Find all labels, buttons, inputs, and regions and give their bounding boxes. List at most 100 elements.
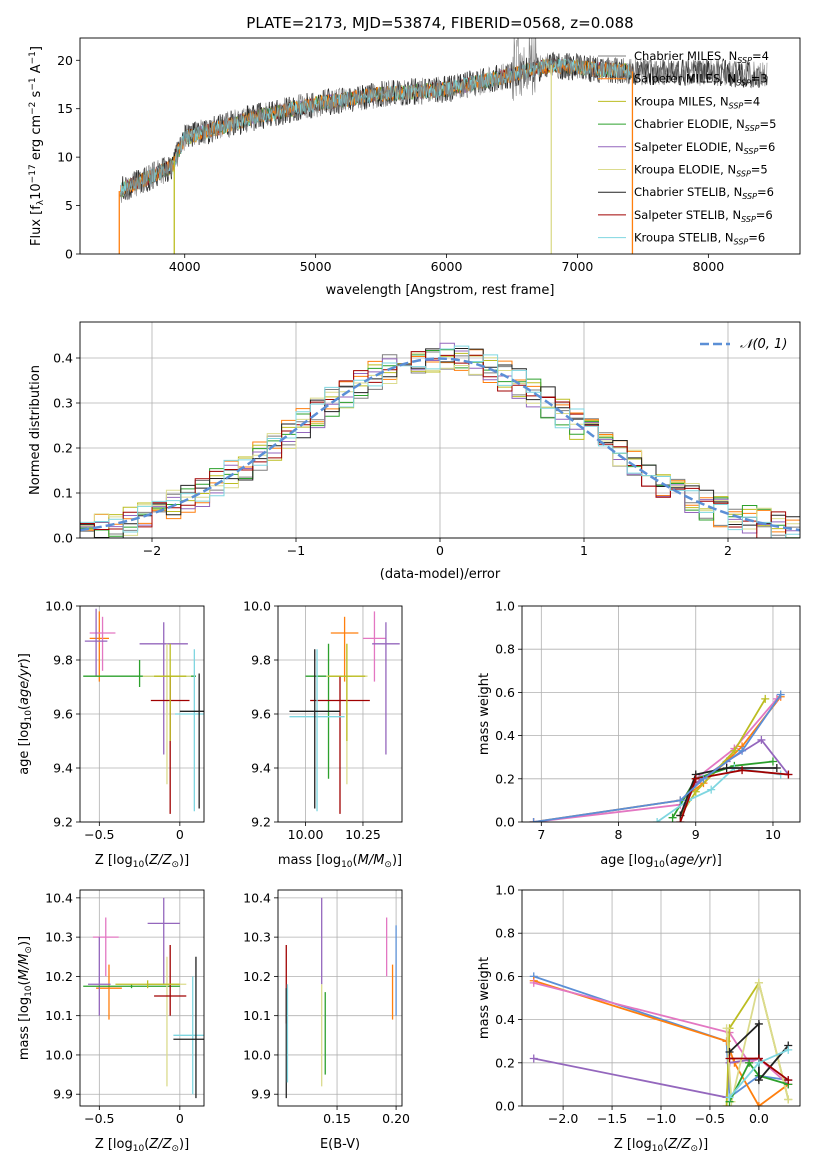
weight-marker [676, 796, 685, 805]
y-tick-label: 9.4 [53, 761, 73, 776]
weight-marker [784, 1076, 793, 1085]
weight-marker [722, 1102, 731, 1106]
y-tick-label: 10.2 [243, 969, 271, 984]
y-tick-label: 10.1 [243, 1008, 271, 1023]
svg-text:Flux [fλ10−17 erg cm−2 s−1 A−1: Flux [fλ10−17 erg cm−2 s−1 A−1] [28, 46, 46, 246]
axes-frame [79, 605, 205, 823]
x-tick-label: 0.20 [382, 1111, 410, 1126]
x-tick-label: 0 [436, 543, 444, 558]
legend: Chabrier MILES, NSSP=4 Salpeter MILES, NS… [598, 49, 776, 247]
x-tick-label: 0 [176, 827, 184, 842]
legend-entry: Salpeter ELODIE, NSSP=6 [634, 140, 775, 156]
axes-frame [79, 321, 801, 539]
error-bar-point [89, 611, 109, 682]
weight-marker [730, 746, 739, 755]
y-axis-label: Normed distribution [28, 365, 43, 495]
error-bar-point [330, 616, 359, 682]
axes-frame [79, 889, 205, 1107]
y-tick-label: 0.2 [53, 441, 73, 456]
legend-entry: Salpeter MILES, NSSP=3 [634, 72, 768, 88]
legend-entry: 𝒩(0, 1) [740, 337, 787, 352]
error-bar-point [289, 649, 340, 809]
plot-area [285, 897, 397, 1099]
x-tick-label: −2 [143, 543, 161, 558]
error-bar-point [175, 649, 204, 812]
y-axis-label: age [log10(age/yr)] [17, 653, 34, 775]
figure-title: PLATE=2173, MJD=53874, FIBERID=0568, z=0… [246, 14, 633, 32]
error-bar-point [92, 917, 119, 977]
x-tick-label: 7000 [562, 259, 594, 274]
y-tick-label: 1.0 [495, 599, 515, 614]
x-axis-label: mass [log10(M/M⊙)] [278, 853, 402, 870]
y-axis-text: age [log10(age/yr)] [17, 653, 34, 775]
y-tick-label: 10.0 [45, 599, 73, 614]
weight-line [533, 694, 782, 822]
plot-area [529, 972, 793, 1106]
y-tick-label: 0.1 [53, 486, 73, 501]
x-tick-label: 10.00 [288, 827, 324, 842]
x-axis-label: age [log10(age/yr)] [600, 853, 722, 870]
error-bar-point [154, 643, 187, 741]
plot-area [118, 38, 768, 254]
y-tick-label: 9.2 [251, 815, 271, 830]
x-axis-label: E(B-V) [320, 1137, 360, 1152]
y-tick-label: 10.0 [243, 599, 271, 614]
y-tick-label: 15 [57, 101, 73, 116]
x-tick-label: 4000 [169, 259, 201, 274]
y-axis-text: mass [log10(M/M⊙)] [17, 936, 34, 1060]
weight-marker [738, 746, 747, 755]
legend-entry: Chabrier ELODIE, NSSP=5 [634, 117, 776, 133]
x-tick-label: 0.0 [749, 1111, 769, 1126]
error-bar-point [328, 643, 366, 741]
y-tick-label: 9.8 [251, 653, 271, 668]
axes-mass_vs_ebv: 0.15 0.20 9.9 10.0 10.1 10.2 10.3 10.4 E(B-V) [243, 889, 410, 1152]
y-axis-label: mass weight [477, 957, 492, 1039]
x-tick-label: 7 [537, 827, 545, 842]
y-tick-label: 1.0 [495, 883, 515, 898]
error-bar-point [89, 616, 116, 671]
weight-marker [529, 978, 538, 987]
y-tick-label: 10 [57, 150, 73, 165]
error-bar-point [139, 622, 188, 755]
weight-marker [722, 764, 731, 772]
weight-marker [754, 978, 763, 987]
y-tick-label: 0.2 [495, 771, 515, 786]
y-axis-label: Flux [fλ10−17 erg cm−2 s−1 A−1] [28, 46, 46, 246]
x-tick-label: 10.25 [345, 827, 381, 842]
legend-entry: Chabrier MILES, NSSP=4 [634, 49, 769, 65]
spectrum-line [120, 58, 633, 197]
weight-marker [757, 735, 766, 744]
y-tick-label: 10.3 [243, 930, 271, 945]
weight-marker [529, 1054, 538, 1063]
x-tick-label: −1 [287, 543, 305, 558]
y-tick-label: 0.3 [53, 396, 73, 411]
weight-line [679, 767, 777, 816]
y-tick-label: 10.0 [45, 1047, 73, 1062]
weight-marker [745, 1058, 754, 1067]
axes-mass_vs_Z: −0.5 0 9.9 10.0 10.1 10.2 10.3 10.4 Z [log10(Z/Z… [17, 889, 205, 1154]
weight-marker [529, 818, 538, 822]
y-tick-label: 10.3 [45, 930, 73, 945]
y-tick-label: 0.8 [495, 642, 515, 657]
weight-marker [754, 1019, 763, 1028]
weight-line [671, 760, 774, 819]
error-bar-point [96, 964, 122, 1020]
x-tick-label: 0 [176, 1111, 184, 1126]
y-tick-label: 20 [57, 53, 73, 68]
y-axis-label: mass [log10(M/M⊙)] [17, 936, 34, 1060]
spectrum-line [119, 38, 768, 203]
y-tick-label: 10.4 [45, 890, 73, 905]
legend-entry: Kroupa STELIB, NSSP=6 [634, 231, 765, 247]
weight-marker [754, 1058, 763, 1067]
y-tick-label: 5 [65, 198, 73, 213]
weight-marker [653, 818, 662, 822]
y-tick-label: 9.8 [53, 653, 73, 668]
weight-marker [738, 766, 747, 775]
weight-marker [784, 1045, 793, 1054]
x-tick-label: −0.5 [695, 1111, 725, 1126]
plot-area [83, 608, 204, 814]
error-bar-point [362, 611, 386, 682]
x-tick-label: −0.5 [84, 1111, 114, 1126]
x-axis-label: Z [log10(Z/Z⊙)] [95, 853, 189, 870]
weight-line [728, 1021, 789, 1083]
